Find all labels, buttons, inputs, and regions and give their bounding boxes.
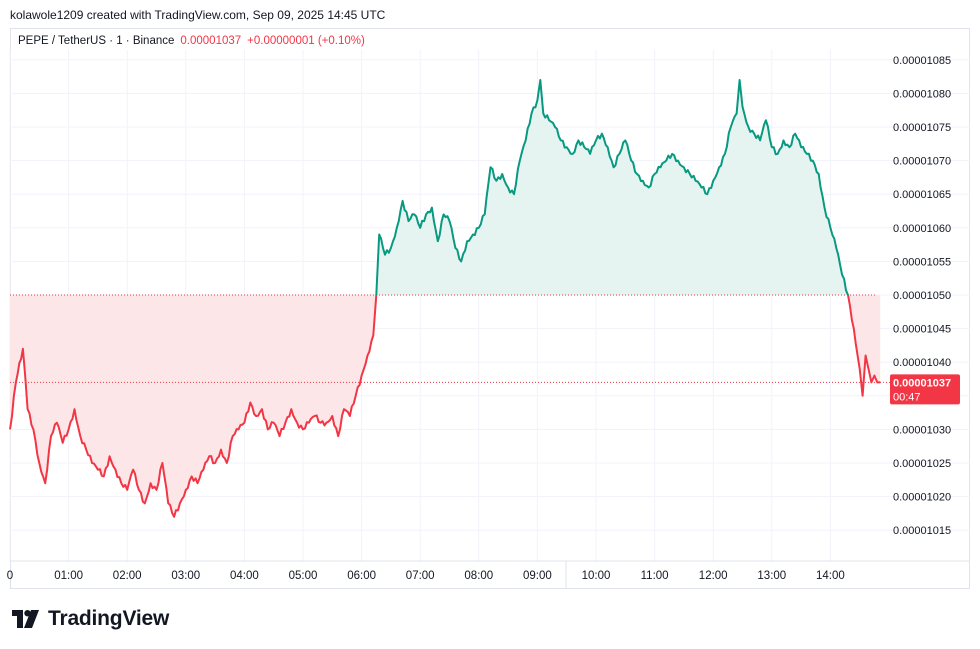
legend-change: +0.00000001 (+0.10%) — [247, 35, 365, 47]
tradingview-logo[interactable]: TradingView — [12, 607, 169, 631]
x-tick-label: 06:00 — [347, 570, 376, 582]
x-tick-label: 04:00 — [230, 570, 259, 582]
price-line-above-baseline — [375, 79, 850, 295]
y-tick-label: 0.00001085 — [893, 55, 951, 67]
y-tick-label: 0.00001075 — [893, 122, 951, 134]
y-tick-label: 0.00001070 — [893, 156, 951, 168]
y-tick-label: 0.00001015 — [893, 525, 951, 537]
x-tick-label: 01:00 — [54, 570, 83, 582]
area-fill-above-baseline — [10, 80, 881, 295]
price-line-below-baseline — [9, 295, 881, 518]
area-fill-below-baseline — [10, 295, 881, 517]
y-tick-label: 0.00001040 — [893, 357, 951, 369]
legend-last-price: 0.00001037 — [180, 35, 242, 47]
y-tick-label: 0.00001080 — [893, 88, 951, 100]
x-tick-label: 02:00 — [113, 570, 142, 582]
y-tick-label: 0.00001065 — [893, 189, 951, 201]
x-tick-label: 08:00 — [464, 570, 493, 582]
x-tick-label: 13:00 — [757, 570, 786, 582]
y-tick-label: 0.00001050 — [893, 290, 951, 302]
x-axis-ticks: 0 01:00 02:00 03:00 04:00 05:00 06:00 07:00 08:0… — [7, 561, 845, 588]
y-tick-label: 0.00001025 — [893, 458, 951, 470]
x-tick-label: 11:00 — [641, 570, 669, 582]
chart-credit: kolawole1209 created with TradingView.co… — [10, 8, 386, 22]
last-price-label-background — [890, 374, 960, 405]
bar-countdown: 00:47 — [893, 391, 921, 403]
y-tick-label: 0.00001030 — [893, 424, 951, 436]
tradingview-logo-icon — [12, 610, 39, 628]
last-price-label: 0.00001037 00:47 — [890, 374, 960, 405]
x-tick-label: 14:00 — [816, 570, 845, 582]
x-tick-label: 10:00 — [582, 570, 611, 582]
y-axis-ticks: 0.00001015 0.00001020 0.00001025 0.00001030… — [893, 55, 951, 537]
y-tick-label: 0.00001055 — [893, 256, 951, 268]
x-tick-label: 09:00 — [523, 570, 552, 582]
symbol-description: PEPE / TetherUS · 1 · Binance — [18, 35, 175, 47]
last-price-value: 0.00001037 — [893, 377, 951, 389]
x-tick-label: 0 — [7, 570, 13, 582]
x-tick-label: 05:00 — [289, 570, 318, 582]
x-tick-label: 07:00 — [406, 570, 435, 582]
tradingview-wordmark: TradingView — [48, 607, 170, 630]
y-tick-label: 0.00001060 — [893, 223, 951, 235]
y-tick-label: 0.00001045 — [893, 324, 951, 336]
symbol-legend: PEPE / TetherUS · 1 · Binance 0.00001037 +… — [18, 35, 365, 47]
x-tick-label: 03:00 — [171, 570, 200, 582]
x-tick-label: 12:00 — [699, 570, 728, 582]
y-tick-label: 0.00001020 — [893, 492, 951, 504]
